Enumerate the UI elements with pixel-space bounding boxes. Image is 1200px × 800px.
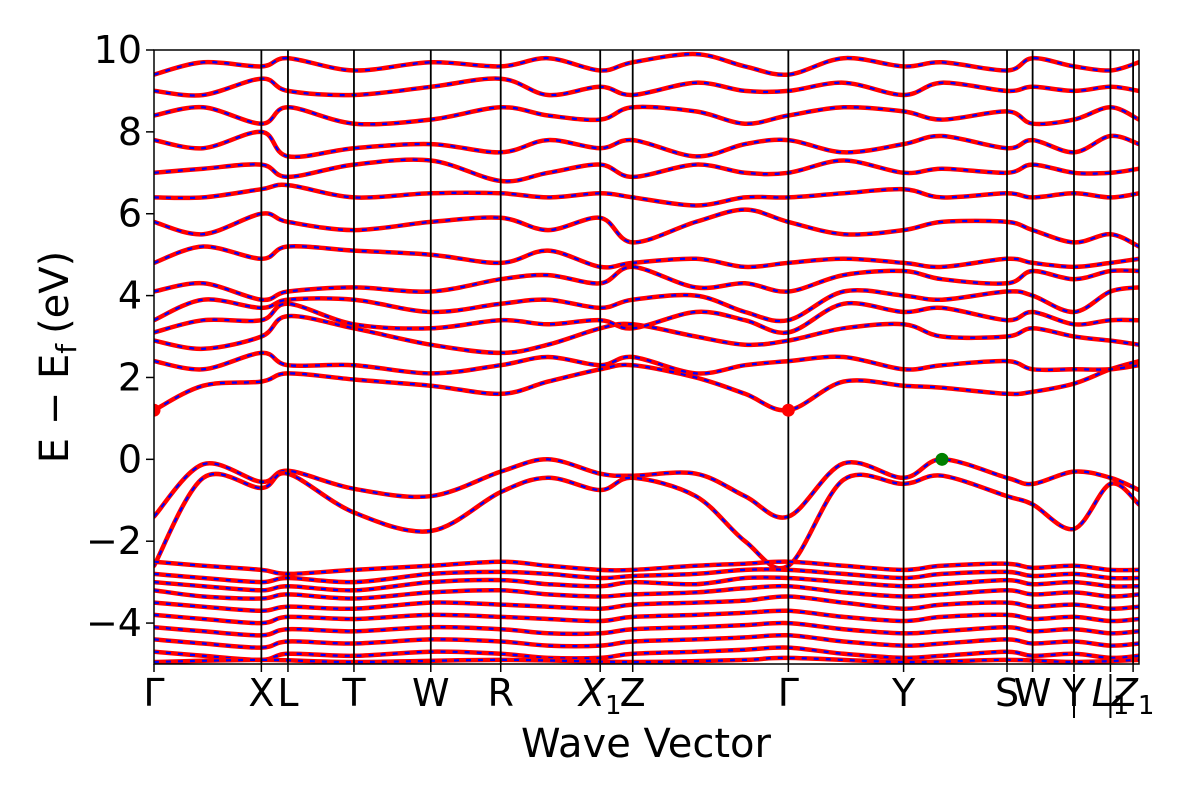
band-line-spin-down — [154, 158, 1139, 183]
y-tick-label: −2 — [86, 519, 142, 563]
y-tick-label: 6 — [118, 192, 142, 236]
band-line-spin-up — [154, 313, 1139, 356]
band-line-spin-up — [154, 104, 1139, 127]
band-line-spin-down — [154, 609, 1139, 625]
band-line-spin-down — [154, 621, 1139, 637]
k-point-label: X1 — [577, 671, 622, 721]
high-symmetry-lines — [260, 50, 1134, 664]
k-point-label: X — [248, 671, 274, 715]
band-line-spin-down — [154, 646, 1139, 662]
y-tick-label: 0 — [118, 437, 142, 481]
band-line-spin-down — [154, 130, 1139, 159]
band-line-spin-down — [154, 183, 1139, 207]
k-point-label: S — [995, 671, 1019, 715]
band-line-spin-down — [154, 472, 1139, 570]
extremum-markers — [154, 403, 949, 466]
band-line-spin-down — [154, 52, 1139, 76]
band-line-spin-down — [154, 568, 1139, 584]
band-line-spin-down — [154, 576, 1139, 592]
band-line-spin-down — [154, 245, 1139, 269]
extremum-marker — [781, 403, 795, 417]
y-tick-label: 10 — [94, 28, 142, 72]
y-tick-label: 4 — [118, 274, 142, 318]
band-lines — [154, 51, 1139, 664]
k-point-label: Γ — [778, 671, 799, 715]
band-line-spin-down — [154, 77, 1139, 97]
k-point-label: Z1 — [1111, 671, 1155, 721]
extremum-marker — [154, 403, 161, 417]
k-point-label: L — [277, 671, 298, 715]
band-line-spin-up — [154, 300, 1139, 336]
k-point-label: Γ — [143, 671, 164, 715]
y-tick-label: −4 — [86, 601, 142, 645]
y-tick-label: 2 — [118, 355, 142, 399]
band-line-spin-down — [154, 360, 1139, 412]
k-point-label: L1 — [1092, 671, 1130, 721]
band-line-spin-down — [154, 634, 1139, 649]
y-axis-title-sub: f — [50, 343, 83, 354]
y-axis-title: E − Ef (eV) — [32, 251, 83, 464]
k-point-label: W — [1014, 671, 1052, 715]
band-line-spin-down — [154, 286, 1139, 323]
plot-frame — [153, 49, 1140, 665]
extremum-marker — [935, 452, 949, 466]
band-line-spin-up — [154, 457, 1139, 520]
band-line-spin-up — [154, 350, 1139, 376]
y-tick-label: 8 — [118, 110, 142, 154]
band-line-spin-down — [154, 656, 1139, 664]
k-point-label: Y — [891, 671, 916, 715]
k-point-label: Z — [620, 671, 646, 715]
k-point-label: W — [412, 671, 450, 715]
k-point-label: R — [488, 671, 514, 715]
band-line-spin-down — [154, 265, 1139, 301]
band-line-spin-down — [154, 584, 1139, 600]
y-axis: −4 −2 0 2 4 6 8 10 — [86, 28, 154, 645]
band-line-spin-down — [154, 595, 1139, 612]
k-point-label: T — [341, 671, 366, 715]
band-line-spin-down — [154, 560, 1139, 576]
y-axis-title-main: E − E — [32, 354, 78, 464]
y-axis-title-unit: (eV) — [32, 251, 78, 334]
band-line-spin-down — [154, 208, 1139, 248]
x-axis-title: Wave Vector — [521, 721, 772, 767]
